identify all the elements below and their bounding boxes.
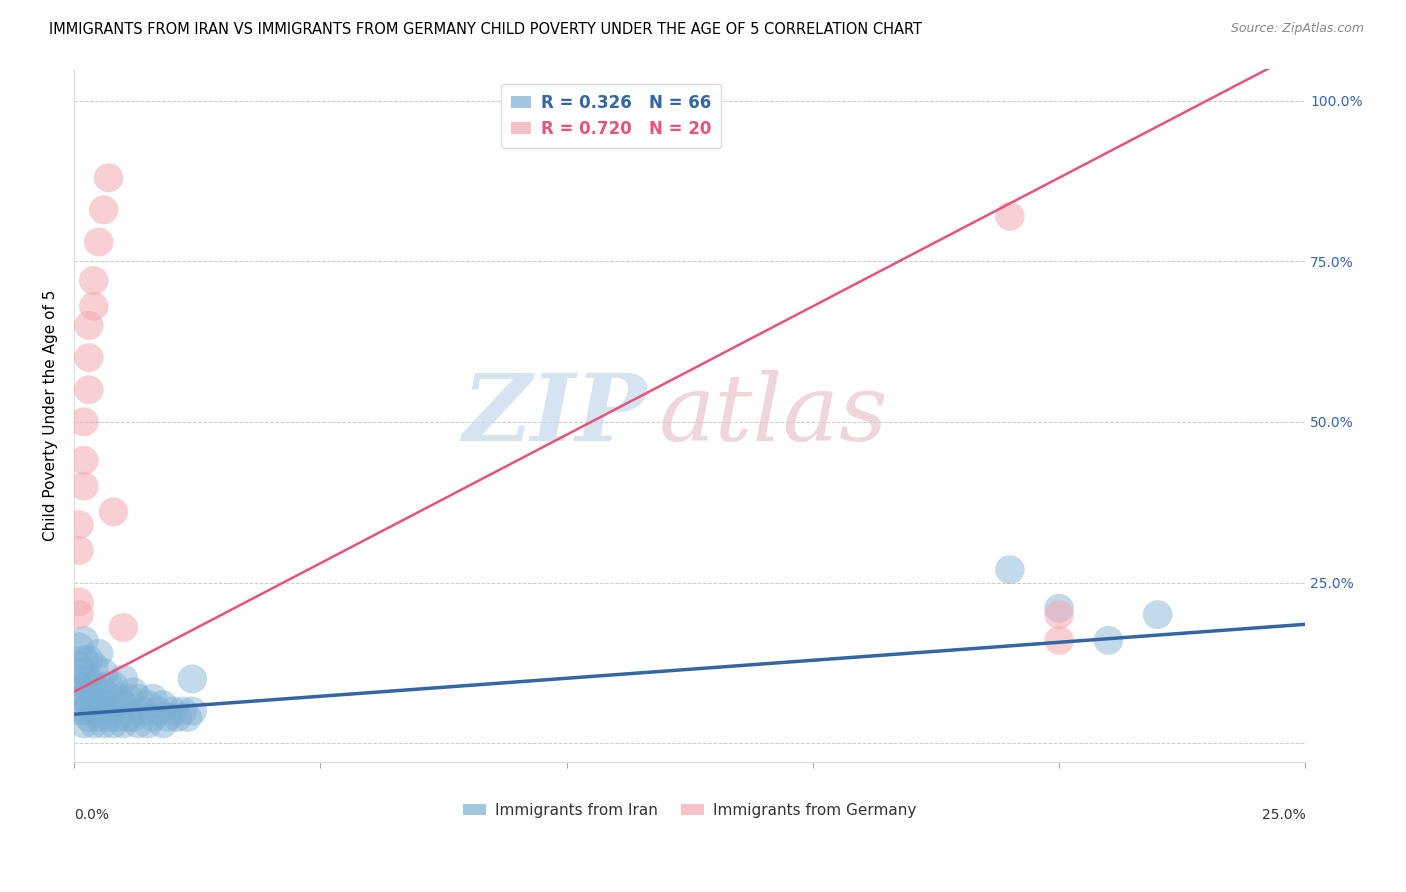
Ellipse shape — [1143, 600, 1173, 629]
Ellipse shape — [995, 555, 1025, 584]
Ellipse shape — [69, 697, 98, 725]
Ellipse shape — [65, 632, 94, 661]
Ellipse shape — [75, 311, 104, 340]
Ellipse shape — [84, 690, 114, 719]
Ellipse shape — [65, 510, 94, 539]
Ellipse shape — [108, 709, 138, 739]
Ellipse shape — [69, 658, 98, 687]
Ellipse shape — [65, 536, 94, 565]
Ellipse shape — [98, 671, 128, 700]
Ellipse shape — [69, 684, 98, 713]
Ellipse shape — [89, 697, 118, 725]
Ellipse shape — [148, 690, 177, 719]
Ellipse shape — [65, 587, 94, 616]
Ellipse shape — [104, 703, 134, 732]
Ellipse shape — [153, 703, 183, 732]
Ellipse shape — [995, 202, 1025, 231]
Text: atlas: atlas — [659, 370, 889, 460]
Ellipse shape — [84, 639, 114, 668]
Ellipse shape — [104, 684, 134, 713]
Ellipse shape — [177, 665, 207, 693]
Ellipse shape — [89, 658, 118, 687]
Ellipse shape — [79, 266, 108, 295]
Text: IMMIGRANTS FROM IRAN VS IMMIGRANTS FROM GERMANY CHILD POVERTY UNDER THE AGE OF 5: IMMIGRANTS FROM IRAN VS IMMIGRANTS FROM … — [49, 22, 922, 37]
Ellipse shape — [148, 709, 177, 739]
Ellipse shape — [75, 645, 104, 674]
Ellipse shape — [79, 709, 108, 739]
Ellipse shape — [79, 651, 108, 681]
Ellipse shape — [65, 651, 94, 681]
Ellipse shape — [94, 163, 124, 192]
Ellipse shape — [69, 446, 98, 475]
Ellipse shape — [79, 292, 108, 321]
Ellipse shape — [108, 613, 138, 642]
Ellipse shape — [134, 690, 163, 719]
Ellipse shape — [84, 703, 114, 732]
Ellipse shape — [69, 626, 98, 655]
Ellipse shape — [75, 690, 104, 719]
Ellipse shape — [79, 671, 108, 700]
Ellipse shape — [157, 697, 187, 725]
Ellipse shape — [163, 703, 193, 732]
Ellipse shape — [79, 684, 108, 713]
Ellipse shape — [65, 665, 94, 693]
Ellipse shape — [94, 703, 124, 732]
Text: 25.0%: 25.0% — [1261, 807, 1305, 822]
Y-axis label: Child Poverty Under the Age of 5: Child Poverty Under the Age of 5 — [44, 290, 58, 541]
Ellipse shape — [89, 195, 118, 224]
Ellipse shape — [89, 677, 118, 706]
Ellipse shape — [1094, 626, 1123, 655]
Ellipse shape — [65, 697, 94, 725]
Ellipse shape — [94, 671, 124, 700]
Ellipse shape — [118, 703, 148, 732]
Ellipse shape — [89, 709, 118, 739]
Ellipse shape — [84, 227, 114, 257]
Ellipse shape — [98, 498, 128, 526]
Ellipse shape — [167, 697, 197, 725]
Ellipse shape — [84, 677, 114, 706]
Ellipse shape — [69, 472, 98, 500]
Ellipse shape — [138, 703, 167, 732]
Ellipse shape — [65, 600, 94, 629]
Ellipse shape — [69, 408, 98, 436]
Ellipse shape — [114, 703, 143, 732]
Ellipse shape — [108, 665, 138, 693]
Ellipse shape — [138, 684, 167, 713]
Ellipse shape — [75, 343, 104, 372]
Ellipse shape — [124, 709, 153, 739]
Ellipse shape — [114, 684, 143, 713]
Text: 0.0%: 0.0% — [75, 807, 110, 822]
Legend: Immigrants from Iran, Immigrants from Germany: Immigrants from Iran, Immigrants from Ge… — [457, 797, 922, 824]
Ellipse shape — [124, 684, 153, 713]
Ellipse shape — [1045, 626, 1074, 655]
Text: ZIP: ZIP — [463, 370, 647, 460]
Ellipse shape — [143, 697, 173, 725]
Text: Source: ZipAtlas.com: Source: ZipAtlas.com — [1230, 22, 1364, 36]
Ellipse shape — [75, 376, 104, 404]
Ellipse shape — [69, 671, 98, 700]
Ellipse shape — [1045, 600, 1074, 629]
Ellipse shape — [98, 690, 128, 719]
Ellipse shape — [134, 709, 163, 739]
Ellipse shape — [65, 677, 94, 706]
Ellipse shape — [75, 677, 104, 706]
Ellipse shape — [1045, 594, 1074, 623]
Ellipse shape — [79, 697, 108, 725]
Ellipse shape — [128, 697, 157, 725]
Ellipse shape — [94, 690, 124, 719]
Ellipse shape — [118, 677, 148, 706]
Ellipse shape — [75, 703, 104, 732]
Ellipse shape — [75, 665, 104, 693]
Ellipse shape — [69, 709, 98, 739]
Ellipse shape — [177, 697, 207, 725]
Ellipse shape — [69, 645, 98, 674]
Ellipse shape — [173, 703, 202, 732]
Ellipse shape — [98, 709, 128, 739]
Ellipse shape — [108, 690, 138, 719]
